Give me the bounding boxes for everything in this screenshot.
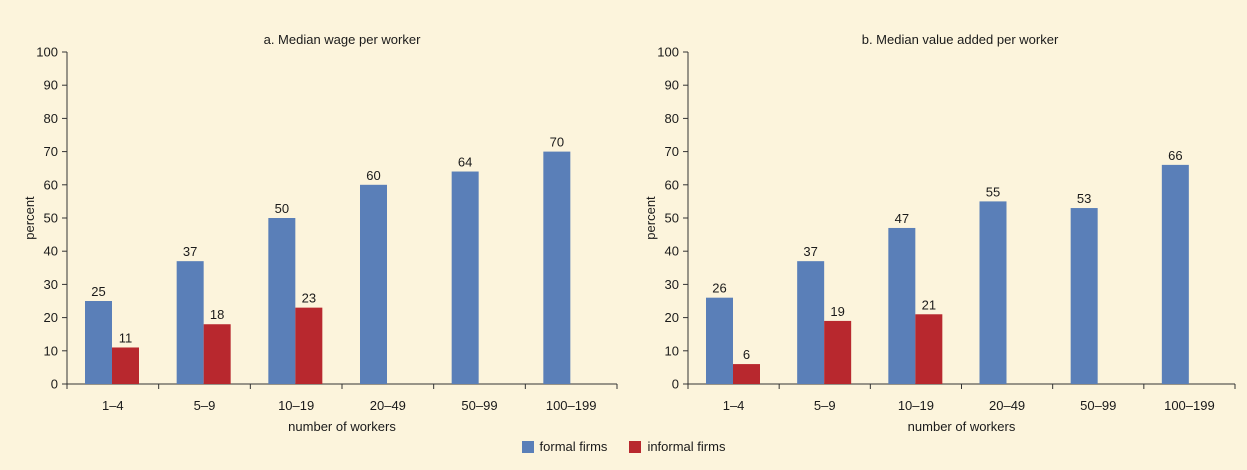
chart-b-y-tick-label: 10 [665,343,679,358]
chart-b-data-label-formal: 26 [712,281,726,296]
chart-b-x-tick-label: 10–19 [898,398,934,413]
chart-b-x-axis-label: number of workers [908,419,1016,434]
chart-a-y-tick-label: 60 [44,177,58,192]
chart-b-bar-formal [706,297,733,384]
chart-a-y-tick-label: 0 [51,377,58,392]
chart-a-y-tick-label: 90 [44,78,58,93]
chart-a-x-tick-label: 10–19 [278,398,314,413]
chart-b-data-label-formal: 47 [895,211,909,226]
chart-b-y-tick-label: 70 [665,144,679,159]
chart-a-title: a. Median wage per worker [264,32,421,47]
chart-a-x-tick-label: 5–9 [194,398,216,413]
chart-a-x-tick-label: 50–99 [461,398,497,413]
chart-a-x-tick-label: 20–49 [370,398,406,413]
chart-b-bar-formal [1161,164,1189,384]
legend-swatch-informal [629,440,642,453]
chart-a-data-label-informal: 11 [119,330,133,345]
chart-a-data-label-formal: 37 [183,244,197,259]
chart-b-data-label-formal: 53 [1077,191,1091,206]
chart-b-data-label-informal: 19 [830,304,844,319]
chart-b-data-label-informal: 21 [922,297,936,312]
chart-b-data-label-informal: 6 [743,347,750,362]
chart-b-y-tick-label: 80 [665,111,679,126]
chart-a-data-label-formal: 64 [458,155,472,170]
chart-b-bar-formal [979,201,1007,384]
chart-b-y-tick-label: 90 [665,78,679,93]
chart-a-bar-informal [203,324,231,384]
chart-b-y-tick-label: 20 [665,310,679,325]
chart-b-bar-formal [797,261,825,384]
legend-item-formal: formal firms [521,439,608,454]
chart-a-y-tick-label: 100 [36,45,58,60]
legend-item-informal: informal firms [629,439,725,454]
chart-a-bar-formal [85,301,112,384]
chart-a-y-tick-label: 50 [44,211,58,226]
chart-b-x-tick-label: 20–49 [989,398,1025,413]
chart-a-x-axis-label: number of workers [288,419,396,434]
chart-a-data-label-informal: 18 [210,307,224,322]
chart-a-bar-formal [360,184,387,384]
chart-a-x-tick-label: 100–199 [546,398,597,413]
legend-label-formal: formal firms [539,439,608,454]
chart-b-x-tick-label: 100–199 [1164,398,1215,413]
chart-b-y-tick-label: 60 [665,177,679,192]
chart-a-data-label-formal: 70 [550,135,564,150]
chart-b-y-tick-label: 50 [665,211,679,226]
legend-swatch-formal [521,440,534,453]
chart-a-bar-formal [268,218,296,384]
chart-a-y-tick-label: 70 [44,144,58,159]
chart-b-y-tick-label: 0 [672,377,679,392]
chart-a-y-tick-label: 40 [44,244,58,259]
chart-b-bar-informal [733,364,760,384]
chart-a-bar-formal [451,171,479,384]
chart-b-data-label-formal: 66 [1168,148,1182,163]
chart-a-bar-informal [295,307,323,384]
chart-b-y-tick-label: 40 [665,244,679,259]
chart-a-y-tick-label: 20 [44,310,58,325]
chart-a-bar-formal [176,261,204,384]
chart-b-x-tick-label: 1–4 [723,398,745,413]
chart-a-data-label-informal: 23 [302,291,316,306]
chart-a-data-label-formal: 50 [275,201,289,216]
chart-a-y-axis-label: percent [22,196,37,240]
chart-b-y-tick-label: 100 [657,45,679,60]
chart-a-bar-informal [112,347,139,384]
chart-b-x-tick-label: 50–99 [1080,398,1116,413]
chart-b-data-label-formal: 37 [803,244,817,259]
chart-b-title: b. Median value added per worker [862,32,1059,47]
chart-a-x-tick-label: 1–4 [102,398,124,413]
chart-b-bar-formal [1070,208,1098,384]
chart-b-bar-informal [824,320,852,384]
legend-label-informal: informal firms [647,439,726,454]
chart-b-y-axis-label: percent [643,196,658,240]
chart-b-y-tick-label: 30 [665,277,679,292]
legend: formal firms informal firms [0,439,1247,454]
chart-a-data-label-formal: 60 [366,168,380,183]
chart-b-data-label-formal: 55 [986,184,1000,199]
chart-b-x-tick-label: 5–9 [814,398,836,413]
chart-a-data-label-formal: 25 [91,284,105,299]
chart-a-bar-formal [543,151,571,384]
chart-a-y-tick-label: 80 [44,111,58,126]
chart-b-bar-formal [888,227,916,384]
chart-a-y-tick-label: 30 [44,277,58,292]
chart-a-y-tick-label: 10 [44,343,58,358]
chart-b-bar-informal [915,314,943,384]
